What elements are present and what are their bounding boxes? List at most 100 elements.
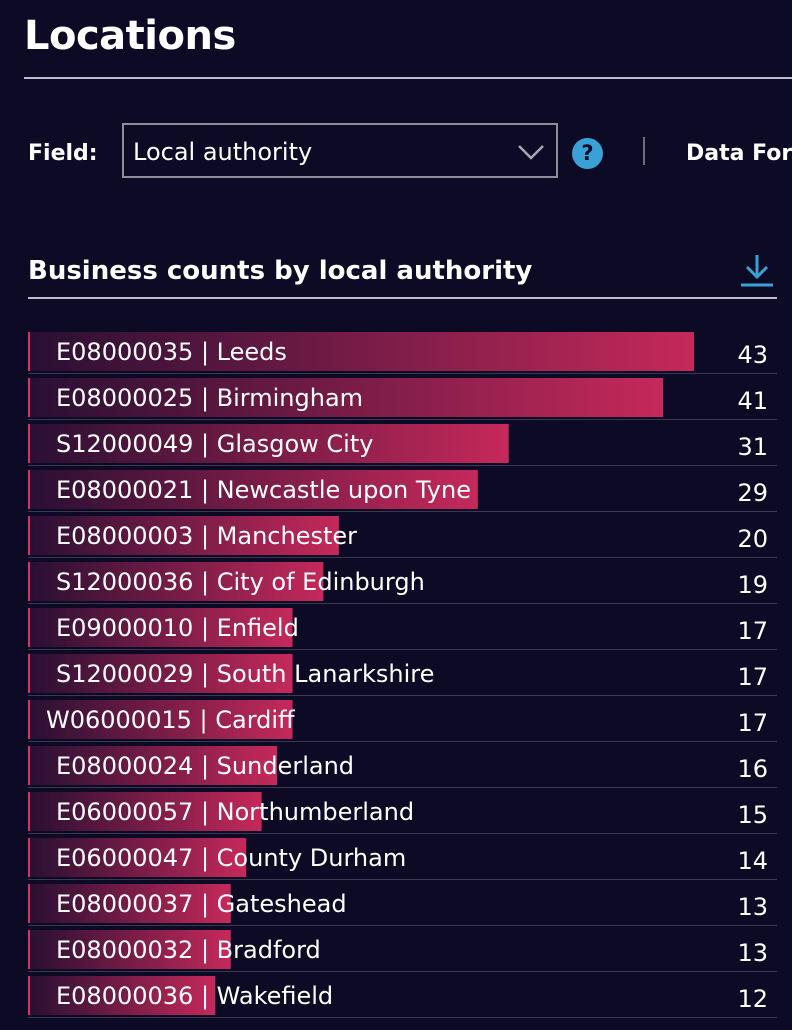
bar-row[interactable]: E08000025 | Birmingham 41 — [28, 378, 777, 420]
field-label: Field: — [28, 141, 98, 166]
page-title: Locations — [24, 13, 236, 59]
bar-value: 19 — [737, 571, 768, 599]
bar-label: E09000010 | Enfield — [56, 614, 299, 642]
bar-row[interactable]: W06000015 | Cardiff 17 — [28, 700, 777, 742]
bar-label: S12000049 | Glasgow City — [56, 430, 373, 458]
bar-value: 31 — [737, 433, 768, 461]
bar-label: E08000024 | Sunderland — [56, 752, 354, 780]
bar — [30, 562, 324, 601]
bar-value: 41 — [737, 387, 768, 415]
bar-label: E08000035 | Leeds — [56, 338, 287, 366]
bar-row[interactable]: E08000037 | Gateshead 13 — [28, 884, 777, 926]
bar-row[interactable]: E08000032 | Bradford 13 — [28, 930, 777, 972]
row-separator — [28, 695, 777, 696]
bar-value: 13 — [737, 939, 768, 967]
bar-label: S12000036 | City of Edinburgh — [56, 568, 425, 596]
bar — [30, 608, 293, 647]
row-marker — [28, 516, 30, 555]
bar-row[interactable]: E08000035 | Leeds 43 — [28, 332, 777, 374]
data-for-label: Data For — [686, 141, 792, 166]
row-marker — [28, 746, 30, 785]
bar — [30, 470, 478, 509]
row-separator — [28, 741, 777, 742]
download-icon[interactable] — [739, 252, 775, 290]
row-separator — [28, 373, 777, 374]
section-divider — [28, 297, 777, 299]
bar-value: 14 — [737, 847, 768, 875]
bar-label: E08000025 | Birmingham — [56, 384, 363, 412]
bar — [30, 654, 293, 693]
row-separator — [28, 465, 777, 466]
bar-row[interactable]: E09000010 | Enfield 17 — [28, 608, 777, 650]
field-select-value: Local authority — [133, 138, 313, 166]
section-title: Business counts by local authority — [28, 256, 533, 286]
row-separator — [28, 511, 777, 512]
row-separator — [28, 419, 777, 420]
row-marker — [28, 838, 30, 877]
bar-value: 29 — [737, 479, 768, 507]
bar — [30, 976, 216, 1015]
row-separator — [28, 787, 777, 788]
bar — [30, 792, 262, 831]
row-marker — [28, 470, 30, 509]
bar-value: 16 — [737, 755, 768, 783]
bar-label: E08000032 | Bradford — [56, 936, 321, 964]
row-marker — [28, 792, 30, 831]
bar-label: E08000021 | Newcastle upon Tyne — [56, 476, 471, 504]
row-marker — [28, 976, 30, 1015]
bar — [30, 746, 278, 785]
bar-value: 17 — [737, 709, 768, 737]
bar — [30, 884, 231, 923]
bar-row[interactable]: E08000021 | Newcastle upon Tyne 29 — [28, 470, 777, 512]
bar — [30, 332, 694, 371]
bar-row[interactable]: E08000036 | Wakefield 12 — [28, 976, 777, 1018]
bar-label: E08000037 | Gateshead — [56, 890, 347, 918]
bar-row[interactable]: S12000029 | South Lanarkshire 17 — [28, 654, 777, 696]
row-marker — [28, 700, 30, 739]
row-separator — [28, 649, 777, 650]
bar-value: 43 — [737, 341, 768, 369]
row-separator — [28, 925, 777, 926]
bar — [30, 838, 247, 877]
bar-value: 12 — [737, 985, 768, 1013]
help-icon[interactable]: ? — [572, 138, 603, 169]
bar-value: 13 — [737, 893, 768, 921]
bar-label: E06000047 | County Durham — [56, 844, 406, 872]
bar-label: W06000015 | Cardiff — [46, 706, 295, 734]
row-marker — [28, 930, 30, 969]
bar-label: E08000036 | Wakefield — [56, 982, 333, 1010]
bar — [30, 516, 339, 555]
row-separator — [28, 879, 777, 880]
row-marker — [28, 378, 30, 417]
row-marker — [28, 562, 30, 601]
bar-value: 17 — [737, 617, 768, 645]
bar-value: 17 — [737, 663, 768, 691]
bar-row[interactable]: S12000036 | City of Edinburgh 19 — [28, 562, 777, 604]
bar-label: E08000003 | Manchester — [56, 522, 357, 550]
bar-row[interactable]: E06000047 | County Durham 14 — [28, 838, 777, 880]
row-separator — [28, 971, 777, 972]
bar-row[interactable]: S12000049 | Glasgow City 31 — [28, 424, 777, 466]
toolbar-divider — [643, 137, 645, 165]
bar-row[interactable]: E08000003 | Manchester 20 — [28, 516, 777, 558]
row-marker — [28, 884, 30, 923]
bar — [30, 424, 509, 463]
row-marker — [28, 608, 30, 647]
bar-row[interactable]: E08000024 | Sunderland 16 — [28, 746, 777, 788]
bar-row[interactable]: E06000057 | Northumberland 15 — [28, 792, 777, 834]
field-select[interactable]: Local authority — [122, 123, 558, 178]
row-separator — [28, 833, 777, 834]
bar-label: S12000029 | South Lanarkshire — [56, 660, 434, 688]
bar — [30, 378, 664, 417]
row-marker — [28, 332, 30, 371]
bar — [30, 700, 293, 739]
row-marker — [28, 654, 30, 693]
row-separator — [28, 603, 777, 604]
bar — [30, 930, 231, 969]
title-divider — [24, 77, 792, 79]
chevron-down-icon — [518, 145, 544, 160]
row-separator — [28, 1017, 777, 1018]
bar-label: E06000057 | Northumberland — [56, 798, 414, 826]
